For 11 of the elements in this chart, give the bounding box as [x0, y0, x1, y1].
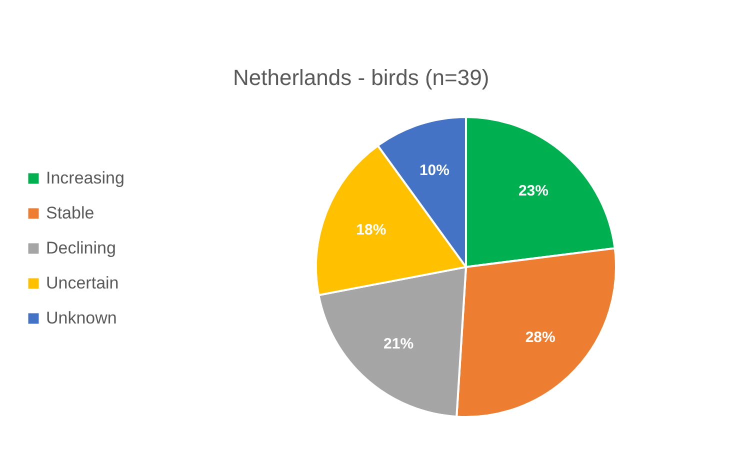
data-label: 23%	[518, 182, 548, 200]
data-label: 10%	[419, 162, 450, 179]
legend-label: Declining	[46, 238, 116, 258]
legend-label: Uncertain	[46, 274, 119, 292]
legend-label: Unknown	[46, 308, 117, 328]
data-label: 18%	[356, 221, 386, 238]
data-label: 28%	[525, 328, 556, 346]
data-label: 21%	[384, 336, 414, 353]
legend-label: Stable	[46, 204, 94, 222]
legend-label: Increasing	[46, 168, 124, 188]
chart-title: Netherlands - birds (n=39)	[233, 65, 490, 90]
